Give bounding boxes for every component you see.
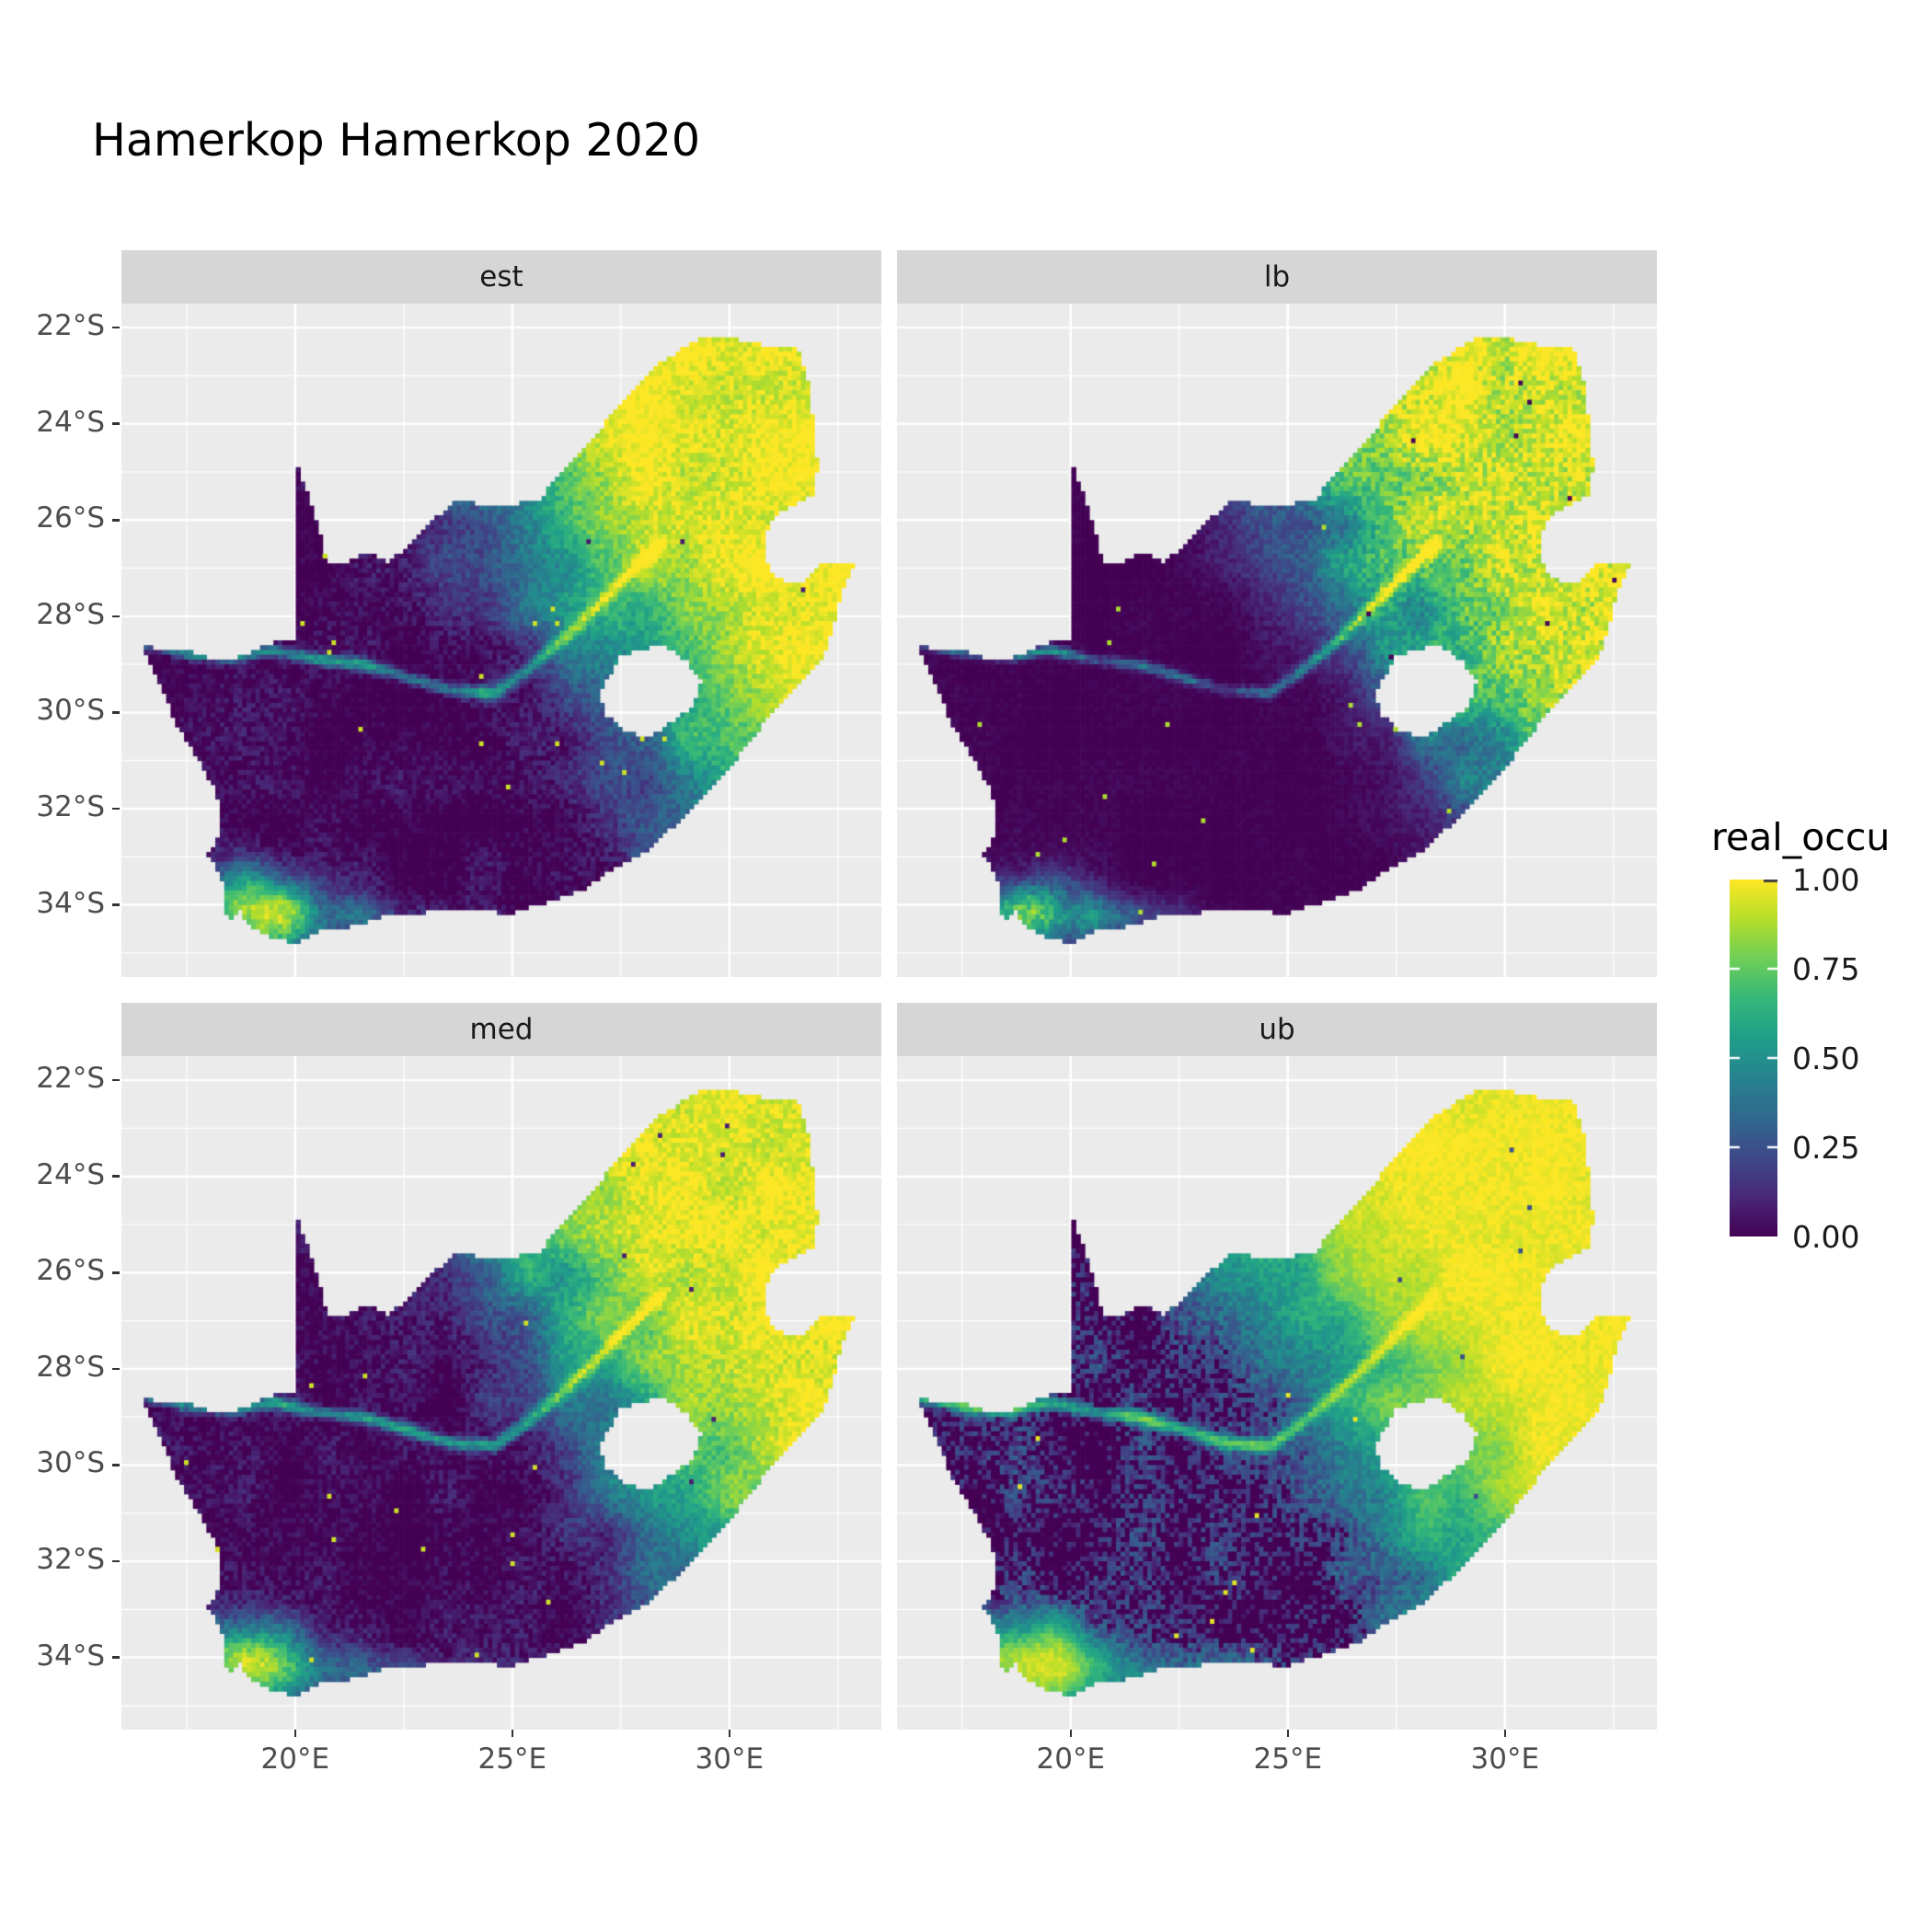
x-axis-tick bbox=[511, 1730, 514, 1737]
y-axis-label: 22°S bbox=[36, 309, 105, 343]
y-axis-label: 26°S bbox=[36, 501, 105, 535]
y-axis-label: 30°S bbox=[36, 1446, 105, 1480]
facet-strip-label: lb bbox=[1263, 260, 1291, 293]
map-raster-lb bbox=[897, 304, 1657, 977]
x-axis-label: 20°E bbox=[260, 1742, 330, 1776]
y-axis-label: 26°S bbox=[36, 1254, 105, 1288]
facet-panel-lb: lb bbox=[897, 250, 1657, 977]
y-axis-tick bbox=[112, 1559, 120, 1563]
x-axis-tick bbox=[728, 1730, 731, 1737]
plot-title: Hamerkop Hamerkop 2020 bbox=[92, 114, 701, 167]
x-axis-tick bbox=[1286, 1730, 1290, 1737]
legend-tick-label: 0.50 bbox=[1792, 1040, 1860, 1076]
facet-strip-est: est bbox=[121, 250, 881, 304]
y-axis-label: 28°S bbox=[36, 1350, 105, 1384]
legend-colorbar bbox=[1730, 880, 1777, 1236]
x-axis-label: 30°E bbox=[1470, 1742, 1540, 1776]
y-axis-label: 34°S bbox=[36, 886, 105, 920]
legend-title: real_occu bbox=[1711, 815, 1891, 859]
facet-strip-med: med bbox=[121, 1003, 881, 1056]
y-axis-tick bbox=[112, 1656, 120, 1659]
facet-panel-est: est bbox=[121, 250, 881, 977]
legend-tick-label: 0.75 bbox=[1792, 950, 1860, 987]
y-axis-tick bbox=[112, 1367, 120, 1371]
x-axis-label: 20°E bbox=[1036, 1742, 1106, 1776]
x-axis-tick bbox=[1069, 1730, 1073, 1737]
facet-strip-label: ub bbox=[1259, 1013, 1295, 1046]
y-axis-tick bbox=[112, 326, 120, 329]
map-raster-est bbox=[121, 304, 881, 977]
facet-panel-ub: ub bbox=[897, 1003, 1657, 1730]
y-axis-tick bbox=[112, 615, 120, 618]
y-axis-label: 24°S bbox=[36, 405, 105, 439]
facet-strip-label: est bbox=[479, 260, 523, 293]
facet-panel-med: med bbox=[121, 1003, 881, 1730]
y-axis-label: 34°S bbox=[36, 1639, 105, 1673]
x-axis-label: 25°E bbox=[1253, 1742, 1323, 1776]
y-axis-label: 30°S bbox=[36, 694, 105, 728]
y-axis-label: 24°S bbox=[36, 1157, 105, 1191]
map-raster-ub bbox=[897, 1056, 1657, 1730]
x-axis-label: 30°E bbox=[695, 1742, 765, 1776]
y-axis-label: 32°S bbox=[36, 1543, 105, 1576]
facet-strip-ub: ub bbox=[897, 1003, 1657, 1056]
y-axis-label: 28°S bbox=[36, 597, 105, 631]
legend-tick-label: 1.00 bbox=[1792, 861, 1860, 898]
y-axis-tick bbox=[112, 1078, 120, 1082]
y-axis-tick bbox=[112, 1464, 120, 1466]
facet-strip-label: med bbox=[469, 1013, 534, 1046]
y-axis-label: 22°S bbox=[36, 1062, 105, 1096]
map-raster-med bbox=[121, 1056, 881, 1730]
x-axis-label: 25°E bbox=[477, 1742, 547, 1776]
y-axis-tick bbox=[112, 1271, 120, 1274]
y-axis-tick bbox=[112, 422, 120, 425]
y-axis-label: 32°S bbox=[36, 790, 105, 823]
y-axis-tick bbox=[112, 1175, 120, 1178]
y-axis-tick bbox=[112, 711, 120, 714]
y-axis-tick bbox=[112, 903, 120, 906]
x-axis-tick bbox=[293, 1730, 297, 1737]
facet-strip-lb: lb bbox=[897, 250, 1657, 304]
legend-tick-label: 0.25 bbox=[1792, 1129, 1860, 1166]
y-axis-tick bbox=[112, 519, 120, 522]
x-axis-tick bbox=[1503, 1730, 1507, 1737]
legend-tick-label: 0.00 bbox=[1792, 1218, 1860, 1255]
y-axis-tick bbox=[112, 807, 120, 811]
